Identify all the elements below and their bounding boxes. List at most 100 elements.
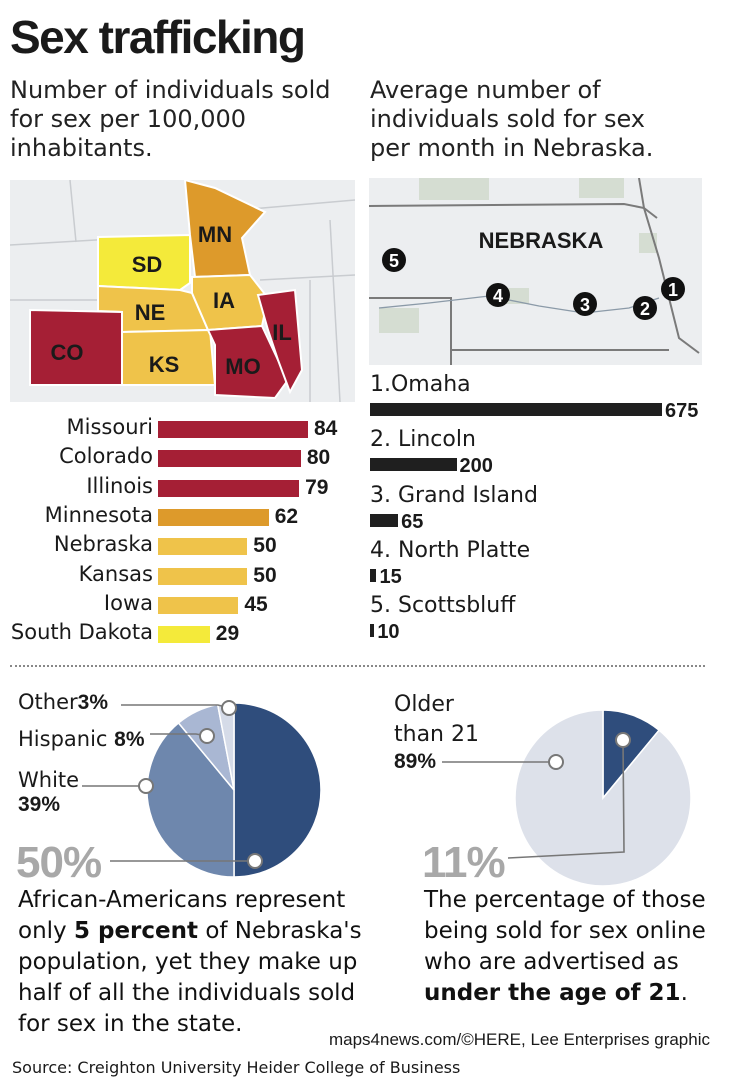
- right-paragraph: The percentage of those being sold for s…: [424, 887, 706, 1006]
- pie-pointer-under-21: [615, 732, 631, 748]
- left-subtitle: Number of individuals sold for sex per 1…: [10, 76, 331, 163]
- nebraska-map: NEBRASKA 5 4 3 2 1: [369, 178, 702, 365]
- map-label-ne: NE: [135, 300, 166, 325]
- map-label-sd: SD: [132, 252, 163, 277]
- map-co: [29, 308, 123, 386]
- city-bar: [370, 458, 457, 472]
- map-label-mo: MO: [225, 354, 260, 379]
- state-bar: [158, 479, 300, 497]
- pie-slice-older-than-21: [514, 709, 692, 887]
- map-mo: [206, 324, 290, 400]
- city-bar-label: 3. Grand Island: [370, 482, 538, 508]
- city-bar-value: 10: [377, 621, 400, 644]
- race-pie-chart: [82, 700, 322, 878]
- state-bar: [158, 567, 248, 585]
- nebraska-label: NEBRASKA: [479, 228, 604, 253]
- svg-text:5: 5: [389, 251, 399, 271]
- city-bar: [370, 513, 399, 527]
- nebraska-map-svg: NEBRASKA 5 4 3 2 1: [369, 178, 702, 365]
- left-paragraph: African-Americans represent only 5 perce…: [18, 887, 362, 1037]
- midwest-map: MN SD NE IA IL CO KS MO: [10, 180, 355, 402]
- state-bar-value: 80: [306, 446, 331, 470]
- pie-pointer-hispanic: [199, 728, 215, 744]
- pie-main-percent-under-21: 11%: [422, 838, 506, 887]
- pie-main-percent-african-american: 50%: [16, 838, 102, 887]
- state-bar: [158, 421, 308, 438]
- svg-text:1: 1: [668, 280, 678, 300]
- pie-label-other: Other3%: [18, 690, 108, 714]
- state-bar-value: 62: [274, 504, 299, 528]
- pie-pointer-other: [221, 700, 237, 716]
- state-bar-label: South Dakota: [10, 620, 153, 645]
- map-label-ks: KS: [149, 352, 180, 377]
- marker-2: 2: [633, 296, 657, 320]
- city-bar: [370, 568, 377, 582]
- right-subtitle-line-3: per month in Nebraska.: [370, 134, 654, 162]
- state-bar-value: 50: [253, 563, 277, 587]
- midwest-map-svg: MN SD NE IA IL CO KS MO: [10, 180, 355, 402]
- map-sd: [97, 233, 191, 292]
- city-bar-value: 200: [459, 455, 493, 478]
- state-bar: [158, 508, 269, 526]
- state-bar-value: 84: [314, 417, 338, 440]
- map-label-ia: IA: [213, 288, 235, 313]
- city-bar-value: 65: [401, 510, 424, 533]
- svg-text:3: 3: [580, 295, 590, 315]
- state-bar-value: 45: [244, 592, 268, 616]
- marker-5: 5: [382, 248, 406, 272]
- city-bar-value: 15: [379, 565, 402, 588]
- state-bar-label: Minnesota: [44, 502, 153, 527]
- pie-label-older: Older than 21: [394, 692, 479, 747]
- state-bar-value: 50: [253, 534, 277, 558]
- map-label-co: CO: [51, 340, 84, 365]
- age-pie-chart: [442, 709, 692, 887]
- marker-4: 4: [486, 283, 510, 307]
- left-subtitle-line-1: Number of individuals sold: [10, 76, 331, 104]
- state-bar: [158, 596, 239, 614]
- state-bar-label: Illinois: [86, 473, 153, 498]
- marker-3: 3: [573, 292, 597, 316]
- city-bar-label: 5. Scottsbluff: [370, 593, 516, 619]
- map-label-il: IL: [272, 320, 292, 345]
- pie-label-older-percent: 89%: [394, 750, 437, 773]
- pie-pointer-white: [138, 778, 154, 794]
- left-subtitle-line-2: for sex per 100,000: [10, 105, 247, 133]
- pie-label-white: White 39%: [18, 768, 80, 816]
- city-bar-label: 2. Lincoln: [370, 427, 476, 453]
- city-bar-label: 4. North Platte: [370, 537, 531, 563]
- pie-slice-white: [146, 721, 235, 878]
- state-bar-value: 29: [215, 622, 240, 646]
- map-il: [256, 288, 304, 395]
- nebraska-markers: 5 4 3 2 1: [382, 248, 685, 320]
- pie-slice-african-americans: [233, 702, 322, 878]
- right-subtitle-line-1: Average number of: [370, 76, 601, 104]
- right-subtitle-line-2: individuals sold for sex: [370, 105, 646, 133]
- city-bar: [370, 624, 375, 638]
- state-bar-label: Nebraska: [53, 532, 153, 557]
- right-subtitle: Average number of individuals sold for s…: [370, 76, 653, 163]
- pie-label-hispanic: Hispanic 8%: [18, 727, 145, 751]
- city-bar: [370, 403, 662, 416]
- map-mn: [183, 180, 267, 279]
- state-bar: [158, 538, 248, 556]
- section-divider: [10, 665, 705, 667]
- svg-text:2: 2: [640, 299, 650, 319]
- state-bar: [158, 450, 301, 468]
- map-label-mn: MN: [198, 222, 232, 247]
- page-title: Sex trafficking: [10, 11, 306, 63]
- svg-text:4: 4: [493, 286, 503, 306]
- state-bar-value: 79: [305, 475, 329, 499]
- credit-line: maps4news.com/©HERE, Lee Enterprises gra…: [328, 1030, 710, 1049]
- marker-1: 1: [661, 277, 685, 301]
- state-bar-label: Kansas: [78, 561, 153, 586]
- pie-pointer-older: [548, 754, 564, 770]
- state-bar-label: Missouri: [66, 415, 153, 439]
- source-line: Source: Creighton University Heider Coll…: [12, 1058, 461, 1077]
- state-bar-label: Iowa: [103, 590, 153, 615]
- left-subtitle-line-3: inhabitants.: [10, 134, 153, 162]
- city-bar-value: 675: [665, 400, 699, 422]
- state-bar: [158, 626, 210, 644]
- city-bar-label: 1.Omaha: [370, 372, 471, 397]
- pie-pointer-african-american: [247, 853, 263, 869]
- state-bar-label: Colorado: [59, 444, 153, 469]
